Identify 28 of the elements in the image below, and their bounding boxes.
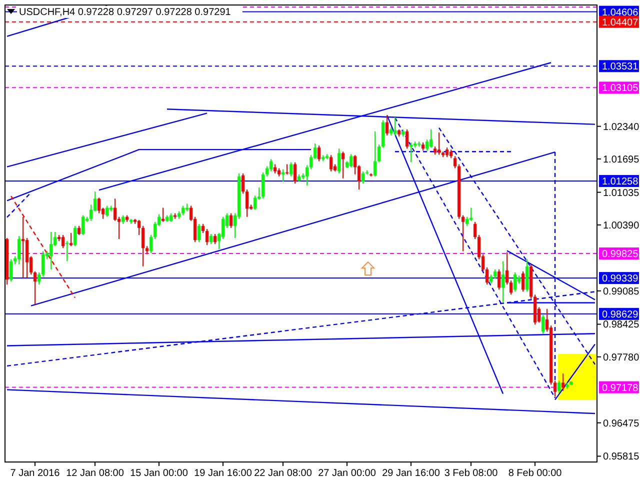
y-tick-label: 0.97780 bbox=[603, 352, 640, 364]
ref-line-label: 0.97178 bbox=[602, 382, 639, 394]
ref-line-label: 0.99339 bbox=[602, 274, 639, 285]
y-tick-label: 1.00390 bbox=[603, 220, 640, 232]
x-tick-label: 27 Jan 00:00 bbox=[318, 468, 376, 479]
x-tick-label: 19 Jan 16:00 bbox=[194, 468, 252, 479]
y-tick-label: 0.98425 bbox=[603, 320, 640, 331]
y-tick-label: 1.01035 bbox=[603, 188, 640, 199]
chart-title: USDCHF,H4 0.97228 0.97297 0.97228 0.97291 bbox=[19, 7, 232, 18]
x-tick-label: 22 Jan 08:00 bbox=[254, 468, 312, 479]
y-tick-label: 0.96475 bbox=[603, 418, 640, 430]
x-tick-label: 12 Jan 08:00 bbox=[66, 468, 124, 479]
ref-line-label: 0.98629 bbox=[602, 309, 639, 320]
x-tick-label: 3 Feb 08:00 bbox=[444, 468, 498, 479]
x-tick-label: 8 Feb 00:00 bbox=[508, 468, 562, 479]
y-tick-label: 1.01695 bbox=[603, 154, 640, 166]
y-tick-label: 0.95815 bbox=[603, 452, 640, 463]
ref-line-label: 1.03531 bbox=[602, 62, 639, 73]
ref-line-label: 0.99825 bbox=[602, 248, 639, 260]
ref-line-label: 1.03105 bbox=[602, 83, 639, 94]
y-tick-label: 1.02340 bbox=[603, 122, 640, 133]
x-tick-label: 7 Jan 2016 bbox=[10, 468, 60, 479]
ref-line-label: 1.04407 bbox=[602, 17, 639, 28]
ref-line-label: 1.01258 bbox=[602, 176, 639, 188]
x-tick-label: 29 Jan 16:00 bbox=[382, 468, 440, 479]
x-tick-label: 15 Jan 00:00 bbox=[130, 468, 188, 479]
y-tick-label: 0.99085 bbox=[603, 286, 640, 298]
ref-line-label: 1.04606 bbox=[602, 7, 639, 18]
